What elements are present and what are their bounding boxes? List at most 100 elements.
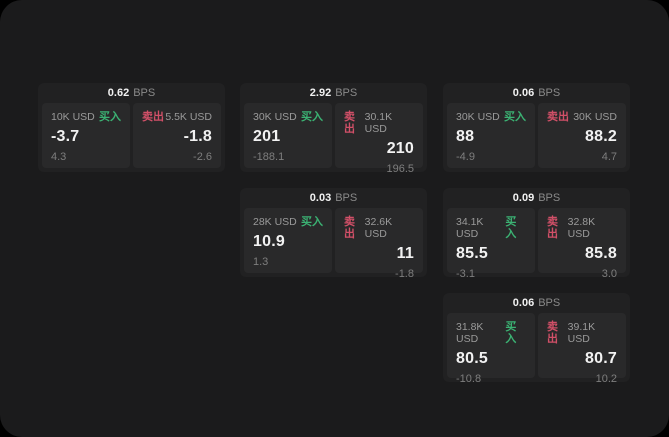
card-header: 0.03 BPS bbox=[240, 188, 427, 208]
buy-side-label: 买入 bbox=[505, 321, 517, 345]
buy-change: -10.8 bbox=[456, 373, 482, 385]
sell-change: 10.2 bbox=[595, 373, 617, 385]
buy-panel[interactable]: 34.1K USD 买入 85.5 -3.1 bbox=[447, 208, 535, 280]
buy-amount: 31.8K USD bbox=[456, 321, 484, 345]
buy-side-label: 买入 bbox=[301, 216, 323, 228]
sell-label-row: 卖出 30.1K USD bbox=[344, 111, 414, 135]
sell-label-row: 卖出 32.6K USD bbox=[344, 216, 414, 240]
bps-unit-label: BPS bbox=[538, 87, 561, 99]
sell-change: 196.5 bbox=[386, 163, 414, 175]
buy-price: 85.5 bbox=[456, 245, 488, 262]
sell-change: -1.8 bbox=[395, 268, 414, 280]
sell-change: 4.7 bbox=[601, 151, 617, 163]
sell-panel[interactable]: 卖出 39.1K USD 80.7 10.2 bbox=[538, 313, 626, 385]
card-body: 30K USD 买入 201 -188.1 卖出 30.1K USD 210 1… bbox=[240, 103, 427, 175]
bps-value: 0.03 bbox=[309, 192, 332, 204]
card-body: 30K USD 买入 88 -4.9 卖出 30K USD 88.2 4.7 bbox=[443, 103, 630, 168]
buy-label-row: 30K USD 买入 bbox=[253, 111, 323, 123]
buy-change: -188.1 bbox=[253, 151, 285, 163]
buy-price: 10.9 bbox=[253, 233, 285, 250]
quote-card-3: 0.06 BPS 30K USD 买入 88 -4.9 卖出 30K USD bbox=[443, 83, 630, 172]
sell-price: 80.7 bbox=[585, 350, 617, 367]
buy-panel[interactable]: 31.8K USD 买入 80.5 -10.8 bbox=[447, 313, 535, 385]
card-body: 34.1K USD 买入 85.5 -3.1 卖出 32.8K USD 85.8… bbox=[443, 208, 630, 280]
sell-side-label: 卖出 bbox=[547, 321, 558, 345]
buy-label-row: 34.1K USD 买入 bbox=[456, 216, 526, 240]
card-body: 28K USD 买入 10.9 1.3 卖出 32.6K USD 11 -1.8 bbox=[240, 208, 427, 280]
sell-amount: 30.1K USD bbox=[364, 111, 393, 135]
bps-value: 0.06 bbox=[512, 87, 535, 99]
sell-price: 11 bbox=[396, 245, 414, 262]
quote-card-6: 0.06 BPS 31.8K USD 买入 80.5 -10.8 卖出 39.1K… bbox=[443, 293, 630, 385]
buy-amount: 10K USD bbox=[51, 111, 95, 123]
buy-side-label: 买入 bbox=[301, 111, 323, 123]
sell-panel[interactable]: 卖出 30K USD 88.2 4.7 bbox=[538, 103, 626, 168]
card-header: 0.06 BPS bbox=[443, 293, 630, 313]
buy-side-label: 买入 bbox=[99, 111, 121, 123]
sell-panel[interactable]: 卖出 32.6K USD 11 -1.8 bbox=[335, 208, 423, 280]
buy-amount: 34.1K USD bbox=[456, 216, 484, 240]
buy-change: -3.1 bbox=[456, 268, 475, 280]
bps-value: 0.06 bbox=[512, 297, 535, 309]
buy-panel[interactable]: 30K USD 买入 201 -188.1 bbox=[244, 103, 332, 168]
buy-label-row: 30K USD 买入 bbox=[456, 111, 526, 123]
buy-panel[interactable]: 28K USD 买入 10.9 1.3 bbox=[244, 208, 332, 273]
sell-amount: 39.1K USD bbox=[567, 321, 596, 345]
buy-price: 201 bbox=[253, 128, 281, 145]
bps-unit-label: BPS bbox=[335, 192, 358, 204]
buy-label-row: 28K USD 买入 bbox=[253, 216, 323, 228]
buy-change: -4.9 bbox=[456, 151, 475, 163]
buy-price: 88 bbox=[456, 128, 475, 145]
quote-card-5: 0.09 BPS 34.1K USD 买入 85.5 -3.1 卖出 32.8K … bbox=[443, 188, 630, 280]
buy-change: 4.3 bbox=[51, 151, 67, 163]
bps-value: 0.09 bbox=[512, 192, 535, 204]
sell-side-label: 卖出 bbox=[142, 111, 164, 123]
card-header: 0.62 BPS bbox=[38, 83, 225, 103]
sell-change: 3.0 bbox=[601, 268, 617, 280]
sell-price: 88.2 bbox=[585, 128, 617, 145]
card-header: 0.06 BPS bbox=[443, 83, 630, 103]
buy-price: 80.5 bbox=[456, 350, 488, 367]
bps-unit-label: BPS bbox=[335, 87, 358, 99]
buy-panel[interactable]: 10K USD 买入 -3.7 4.3 bbox=[42, 103, 130, 168]
buy-side-label: 买入 bbox=[504, 111, 526, 123]
sell-price: 85.8 bbox=[585, 245, 617, 262]
buy-change: 1.3 bbox=[253, 256, 269, 268]
sell-panel[interactable]: 卖出 5.5K USD -1.8 -2.6 bbox=[133, 103, 221, 168]
buy-panel[interactable]: 30K USD 买入 88 -4.9 bbox=[447, 103, 535, 168]
card-body: 10K USD 买入 -3.7 4.3 卖出 5.5K USD -1.8 -2.… bbox=[38, 103, 225, 168]
buy-amount: 28K USD bbox=[253, 216, 297, 228]
sell-change: -2.6 bbox=[193, 151, 212, 163]
sell-side-label: 卖出 bbox=[344, 216, 355, 240]
quote-card-2: 2.92 BPS 30K USD 买入 201 -188.1 卖出 30.1K U… bbox=[240, 83, 427, 175]
buy-price: -3.7 bbox=[51, 128, 80, 145]
sell-amount: 5.5K USD bbox=[165, 111, 212, 123]
buy-amount: 30K USD bbox=[253, 111, 297, 123]
sell-side-label: 卖出 bbox=[547, 216, 558, 240]
buy-side-label: 买入 bbox=[505, 216, 517, 240]
sell-amount: 32.6K USD bbox=[364, 216, 393, 240]
sell-label-row: 卖出 39.1K USD bbox=[547, 321, 617, 345]
sell-amount: 32.8K USD bbox=[567, 216, 596, 240]
bps-value: 2.92 bbox=[309, 87, 332, 99]
sell-side-label: 卖出 bbox=[547, 111, 569, 123]
card-body: 31.8K USD 买入 80.5 -10.8 卖出 39.1K USD 80.… bbox=[443, 313, 630, 385]
bps-unit-label: BPS bbox=[133, 87, 156, 99]
sell-label-row: 卖出 30K USD bbox=[547, 111, 617, 123]
sell-amount: 30K USD bbox=[573, 111, 617, 123]
sell-panel[interactable]: 卖出 30.1K USD 210 196.5 bbox=[335, 103, 423, 175]
sell-label-row: 卖出 32.8K USD bbox=[547, 216, 617, 240]
quote-card-1: 0.62 BPS 10K USD 买入 -3.7 4.3 卖出 5.5K USD bbox=[38, 83, 225, 172]
card-header: 0.09 BPS bbox=[443, 188, 630, 208]
sell-side-label: 卖出 bbox=[344, 111, 355, 135]
bps-unit-label: BPS bbox=[538, 297, 561, 309]
quote-card-4: 0.03 BPS 28K USD 买入 10.9 1.3 卖出 32.6K USD bbox=[240, 188, 427, 280]
sell-price: 210 bbox=[386, 140, 414, 157]
sell-panel[interactable]: 卖出 32.8K USD 85.8 3.0 bbox=[538, 208, 626, 280]
buy-amount: 30K USD bbox=[456, 111, 500, 123]
bps-value: 0.62 bbox=[107, 87, 130, 99]
buy-label-row: 31.8K USD 买入 bbox=[456, 321, 526, 345]
sell-label-row: 卖出 5.5K USD bbox=[142, 111, 212, 123]
